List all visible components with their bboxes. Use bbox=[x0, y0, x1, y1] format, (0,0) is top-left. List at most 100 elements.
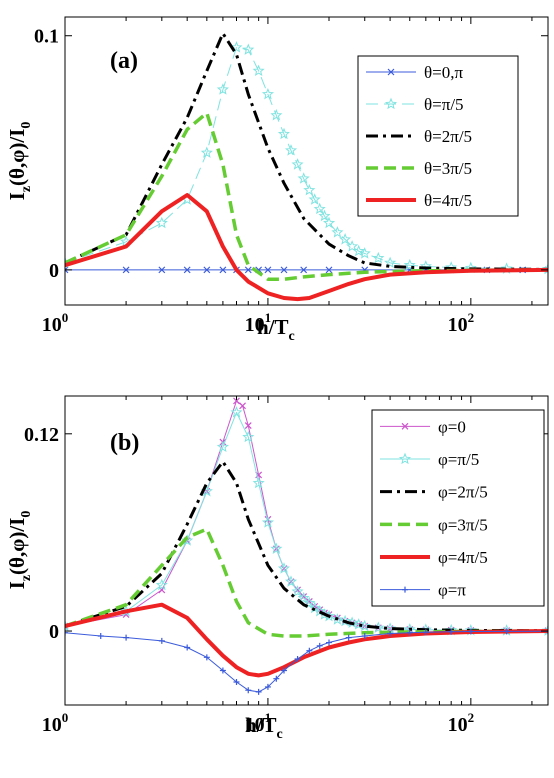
legend-label-0: θ=0,π bbox=[424, 63, 463, 82]
series-1-point-8 bbox=[252, 476, 265, 489]
series-5-point-13 bbox=[294, 655, 301, 662]
series-line-2 bbox=[65, 31, 548, 271]
series-line-5 bbox=[65, 630, 548, 693]
series-1-point-15 bbox=[303, 596, 316, 609]
series-1-point-8 bbox=[252, 64, 265, 76]
panel-b: 100 101 10200.12h/TcIz(θ,φ)/I0(b)φ=0φ=π/5φ… bbox=[5, 395, 549, 742]
series-0-point-6 bbox=[233, 397, 240, 405]
y-axis-label: Iz(θ,φ)/I0 bbox=[5, 511, 34, 590]
series-1-point-21 bbox=[338, 233, 352, 245]
x-tick-exponent: 0 bbox=[62, 310, 69, 325]
y-label-sub: z bbox=[19, 186, 34, 192]
series-line-2 bbox=[65, 460, 548, 633]
series-1-point-10 bbox=[270, 108, 283, 121]
series-0-point-1 bbox=[122, 266, 130, 274]
series-0-point-2 bbox=[158, 266, 166, 274]
series-5-point-16 bbox=[326, 639, 333, 646]
series-1-point-9 bbox=[261, 87, 275, 100]
series-1-point-14 bbox=[297, 172, 310, 184]
series-1-point-14 bbox=[297, 591, 310, 604]
y-axis-label: Iz(θ,φ)/I0 bbox=[5, 122, 34, 201]
series-1-point-23 bbox=[352, 244, 365, 257]
series-5-point-18 bbox=[361, 632, 368, 639]
series-1-point-20 bbox=[331, 613, 344, 625]
series-5-point-22 bbox=[448, 628, 455, 635]
legend-label-3: φ=3π/5 bbox=[438, 515, 488, 534]
series-5-point-2 bbox=[123, 634, 130, 641]
series-0-point-12 bbox=[325, 266, 333, 274]
series-0-point-2 bbox=[158, 586, 166, 594]
x-tick-exponent: 2 bbox=[468, 710, 475, 725]
series-1-point-17 bbox=[313, 202, 326, 215]
series-5-point-23 bbox=[467, 628, 474, 635]
legend-box bbox=[371, 409, 545, 607]
series-5-point-9 bbox=[255, 688, 262, 695]
series-1-point-18 bbox=[318, 209, 331, 222]
plot-frame bbox=[64, 395, 549, 706]
series-0-point-3 bbox=[183, 266, 191, 274]
series-1-point-11 bbox=[277, 127, 290, 140]
series-1-point-21 bbox=[339, 614, 352, 627]
y-label-sub: 0 bbox=[19, 511, 34, 518]
x-tick-label-0: 100 bbox=[42, 310, 69, 336]
series-5-point-15 bbox=[316, 642, 323, 649]
legend-marker-0 bbox=[387, 68, 395, 76]
series-1-point-2 bbox=[155, 578, 168, 591]
series-5-point-20 bbox=[406, 629, 413, 636]
series-5-point-8 bbox=[245, 687, 252, 694]
series-5-point-0 bbox=[65, 629, 68, 636]
series-0-point-9 bbox=[264, 266, 272, 274]
series-1-point-22 bbox=[346, 240, 359, 252]
legend-label-0: φ=0 bbox=[438, 417, 466, 436]
series-1-point-32 bbox=[541, 262, 548, 275]
series-1-point-16 bbox=[308, 193, 321, 205]
series-line-3 bbox=[65, 527, 548, 638]
series-0-point-7 bbox=[239, 402, 246, 410]
series-5-point-14 bbox=[306, 647, 313, 654]
series-5-point-4 bbox=[184, 644, 191, 651]
x-tick-exponent: 1 bbox=[265, 710, 272, 725]
x-tick-label-2: 102 bbox=[448, 310, 475, 336]
series-1-point-2 bbox=[155, 216, 168, 229]
series-5-point-1 bbox=[97, 632, 104, 639]
y-label-part: (θ,φ)/I bbox=[5, 129, 29, 186]
series-1-point-11 bbox=[277, 562, 290, 574]
y-tick-label-0: 0 bbox=[49, 260, 59, 282]
legend-marker-0 bbox=[401, 422, 409, 430]
series-5-point-3 bbox=[158, 637, 165, 644]
y-label-sub: 0 bbox=[19, 122, 34, 129]
x-axis-label-sub: c bbox=[277, 727, 283, 742]
series-0-point-8 bbox=[244, 422, 252, 430]
series-1-point-9 bbox=[261, 516, 275, 528]
legend-label-1: θ=π/5 bbox=[424, 95, 464, 114]
y-label-part: (θ,φ)/I bbox=[5, 518, 29, 575]
legend-label-2: φ=2π/5 bbox=[438, 483, 488, 502]
x-tick-exponent: 1 bbox=[265, 310, 272, 325]
series-1-point-13 bbox=[291, 158, 304, 170]
series-1-point-12 bbox=[284, 144, 298, 156]
series-line-4 bbox=[65, 193, 548, 302]
series-5-point-7 bbox=[233, 678, 240, 685]
series-5-point-11 bbox=[273, 675, 280, 682]
series-5-point-12 bbox=[280, 667, 287, 674]
legend-label-1: φ=π/5 bbox=[438, 450, 479, 469]
series-0-point-11 bbox=[300, 266, 308, 274]
series-0-point-10 bbox=[280, 266, 288, 274]
x-axis-label: h/Tc bbox=[257, 315, 295, 344]
y-tick-label-0: 0 bbox=[49, 621, 59, 643]
series-1-point-12 bbox=[285, 575, 298, 587]
series-1-point-6 bbox=[230, 406, 243, 418]
legend-marker-1 bbox=[384, 97, 398, 110]
series-5-point-24 bbox=[503, 628, 510, 635]
series-group bbox=[65, 397, 548, 695]
series-5-point-17 bbox=[345, 634, 352, 641]
x-axis-label: h/Tc bbox=[245, 713, 283, 742]
legend-label-5: φ=π bbox=[438, 581, 466, 600]
y-tick-label-1: 0.12 bbox=[24, 424, 59, 446]
series-0-point-4 bbox=[203, 266, 211, 274]
legend-marker-5 bbox=[402, 586, 408, 593]
y-label-sub: z bbox=[19, 575, 34, 581]
series-1-point-13 bbox=[291, 585, 304, 597]
